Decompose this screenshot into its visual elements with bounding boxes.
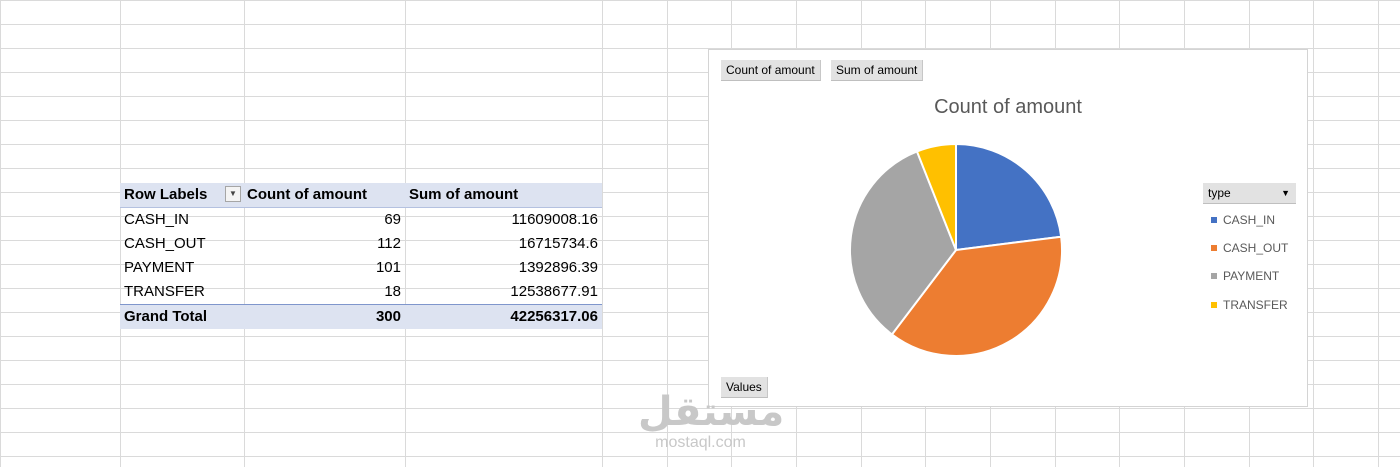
legend-swatch [1211,302,1217,308]
watermark-latin: mostaql.com [655,434,746,451]
legend-label: TRANSFER [1223,298,1288,312]
legend-field-button[interactable]: type ▼ [1203,183,1296,204]
legend-dropdown-icon[interactable]: ▼ [1281,188,1290,198]
pivot-header-row: Row Labels ▼ Count of amount Sum of amou… [120,183,602,208]
legend-swatch [1211,245,1217,251]
row-count[interactable]: 101 [375,259,401,276]
row-label[interactable]: CASH_IN [124,211,190,228]
legend-item[interactable]: CASH_IN [1211,213,1275,227]
count-of-amount-field-button[interactable]: Count of amount [721,60,821,81]
row-label[interactable]: CASH_OUT [124,235,206,252]
total-sum[interactable]: 42256317.06 [510,308,598,325]
pie-slice-cash-in[interactable] [955,142,1063,252]
pie-slice-transfer[interactable] [915,142,957,251]
values-field-button[interactable]: Values [721,377,768,398]
row-sum[interactable]: 12538677.91 [510,283,598,300]
legend-item[interactable]: TRANSFER [1211,298,1288,312]
row-sum[interactable]: 11609008.16 [511,211,598,228]
row-count[interactable]: 112 [377,235,401,252]
row-sum[interactable]: 1392896.39 [518,259,598,276]
pie-slice-payment[interactable] [849,150,958,336]
legend-label: CASH_IN [1223,213,1276,227]
legend-field-label: type [1208,186,1231,200]
legend-swatch [1211,273,1217,279]
row-labels-text: Row Labels [124,186,208,203]
pie-chart [849,142,1063,357]
grand-total-row[interactable]: Grand Total 300 42256317.06 [120,304,602,329]
legend-label: CASH_OUT [1223,241,1289,255]
row-count[interactable]: 69 [384,211,401,228]
sum-of-amount-field-button[interactable]: Sum of amount [831,60,924,81]
pie-slice-cash-out[interactable] [890,235,1063,357]
watermark: مستقل mostaql.com [638,389,785,452]
watermark-arabic: مستقل [638,389,785,435]
row-sum[interactable]: 16715734.6 [518,235,598,252]
header-count[interactable]: Count of amount [247,186,367,203]
row-label[interactable]: PAYMENT [124,259,195,276]
total-count[interactable]: 300 [375,308,401,325]
legend-label: PAYMENT [1223,269,1280,283]
header-row-labels: Row Labels ▼ [120,183,243,207]
table-row[interactable]: PAYMENT 101 1392896.39 [120,256,602,280]
header-sum[interactable]: Sum of amount [409,186,519,203]
legend-item[interactable]: CASH_OUT [1211,241,1288,255]
pivot-table[interactable]: Row Labels ▼ Count of amount Sum of amou… [120,183,602,329]
total-label[interactable]: Grand Total [124,308,208,325]
chart-title: Count of amount [934,96,1082,118]
legend-swatch [1211,217,1217,223]
filter-dropdown-icon[interactable]: ▼ [225,186,241,202]
table-row[interactable]: CASH_OUT 112 16715734.6 [120,232,602,256]
legend-item[interactable]: PAYMENT [1211,269,1279,283]
pivot-chart[interactable]: Count of amount Sum of amount Count of a… [708,49,1308,407]
row-label[interactable]: TRANSFER [124,283,205,300]
table-row[interactable]: CASH_IN 69 11609008.16 [120,208,602,232]
table-row[interactable]: TRANSFER 18 12538677.91 [120,280,602,304]
row-count[interactable]: 18 [384,283,401,300]
